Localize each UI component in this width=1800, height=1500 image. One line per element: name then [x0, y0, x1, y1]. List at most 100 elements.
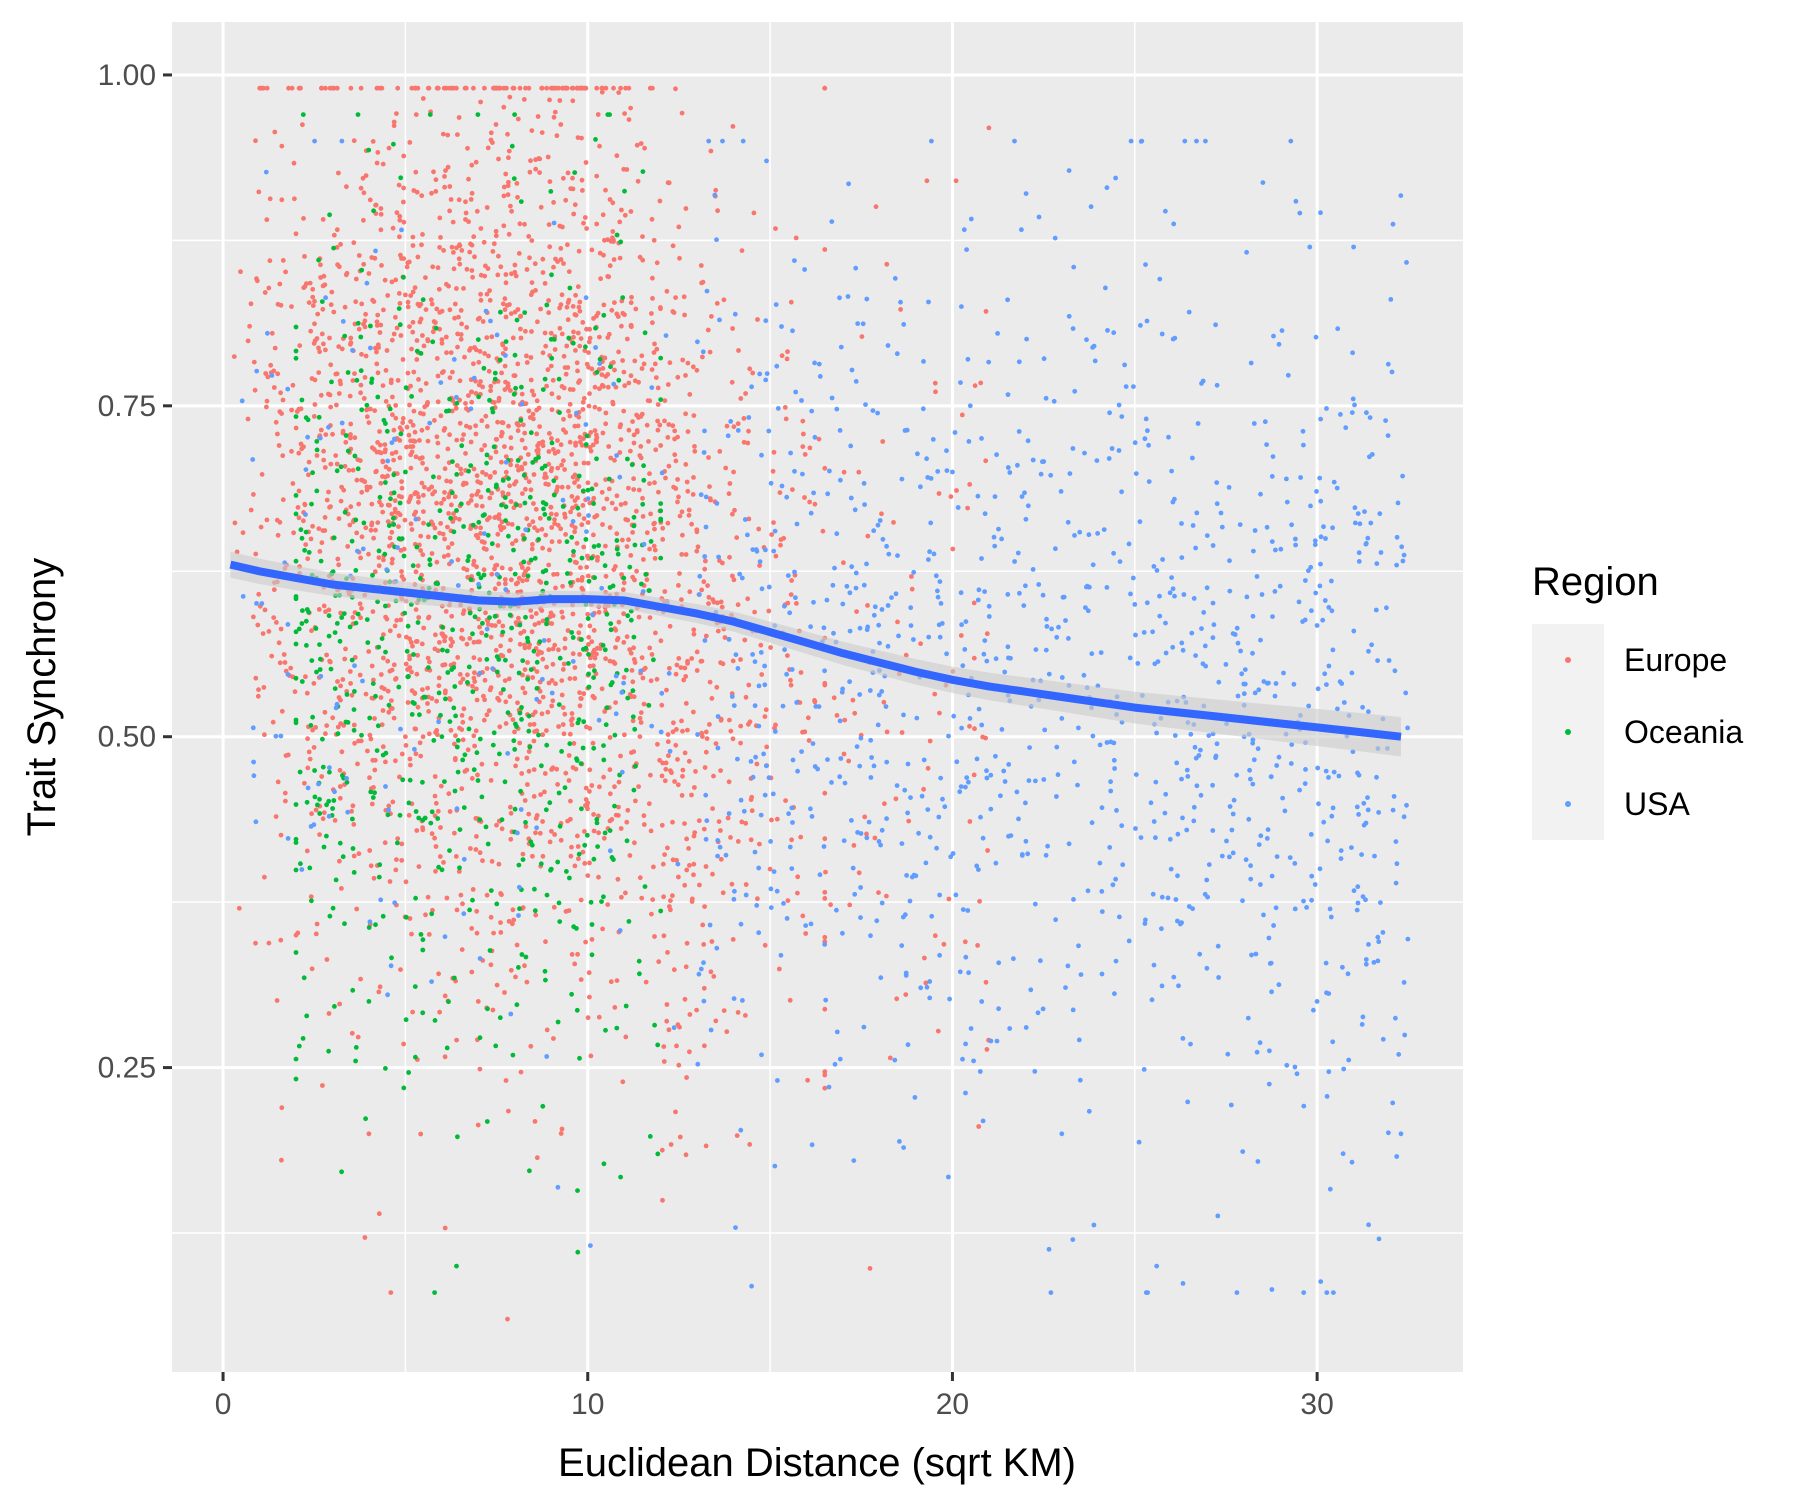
europe-point — [984, 631, 990, 637]
europe-point — [971, 772, 977, 778]
europe-point — [320, 217, 326, 222]
europe-point — [507, 302, 512, 307]
europe-point — [466, 219, 471, 225]
oceania-point — [595, 844, 600, 849]
usa-point — [701, 450, 707, 455]
usa-point — [924, 984, 930, 990]
europe-point — [685, 429, 691, 434]
usa-point — [1059, 675, 1065, 680]
europe-point — [475, 772, 480, 778]
usa-point — [841, 838, 847, 844]
europe-point — [380, 509, 386, 515]
europe-point — [352, 435, 358, 441]
usa-point — [975, 493, 981, 499]
oceania-point — [447, 848, 452, 853]
oceania-point — [344, 692, 350, 697]
europe-point — [245, 416, 251, 422]
europe-point — [785, 898, 791, 903]
usa-point — [285, 622, 291, 627]
oceania-point — [490, 742, 496, 748]
europe-point — [480, 469, 485, 475]
oceania-point — [326, 798, 332, 804]
usa-point — [388, 963, 394, 969]
europe-point — [522, 461, 528, 466]
usa-point — [1264, 836, 1270, 841]
oceania-point — [413, 1054, 418, 1060]
usa-point — [1288, 138, 1294, 144]
usa-point — [1277, 583, 1283, 589]
usa-point — [962, 647, 968, 652]
europe-point — [565, 365, 571, 370]
europe-point — [523, 328, 528, 334]
oceania-point — [420, 1010, 426, 1016]
europe-point — [385, 293, 391, 298]
europe-point — [718, 599, 724, 605]
oceania-point — [586, 578, 592, 584]
usa-point — [1182, 138, 1188, 144]
usa-point — [1340, 964, 1345, 970]
europe-point — [455, 331, 460, 337]
europe-point — [452, 757, 458, 763]
europe-point — [305, 736, 310, 742]
europe-point — [450, 219, 456, 225]
europe-point — [527, 255, 532, 261]
europe-point — [319, 85, 324, 91]
usa-point — [1159, 331, 1165, 337]
europe-point — [545, 154, 551, 160]
europe-point — [703, 1143, 709, 1149]
europe-point — [380, 459, 386, 465]
oceania-point — [633, 763, 638, 769]
europe-point — [650, 275, 655, 281]
oceania-point — [401, 274, 406, 280]
europe-point — [496, 516, 502, 521]
europe-point — [256, 189, 262, 195]
usa-point — [1354, 804, 1360, 810]
usa-point — [1338, 412, 1343, 417]
usa-point — [399, 227, 404, 233]
europe-point — [856, 469, 862, 475]
oceania-point — [560, 504, 566, 509]
usa-point — [596, 717, 602, 723]
oceania-point — [658, 508, 664, 514]
usa-point — [1367, 415, 1373, 420]
europe-point — [278, 832, 284, 838]
europe-point — [584, 226, 589, 231]
oceania-point — [320, 764, 326, 770]
major-gridlines — [172, 22, 1463, 1372]
oceania-point — [523, 820, 528, 825]
usa-point — [991, 534, 997, 540]
europe-point — [459, 635, 464, 641]
europe-point — [455, 655, 461, 660]
oceania-point — [327, 769, 332, 775]
europe-point — [283, 798, 288, 804]
usa-point — [885, 643, 891, 649]
europe-point — [554, 766, 560, 772]
oceania-point — [592, 575, 597, 581]
oceania-point — [427, 557, 433, 563]
oceania-point — [446, 999, 451, 1005]
europe-point — [647, 546, 652, 552]
usa-point — [303, 467, 309, 472]
usa-point — [451, 357, 457, 362]
usa-point — [708, 1027, 714, 1033]
europe-point — [518, 335, 524, 341]
europe-point — [452, 315, 457, 321]
europe-point — [488, 455, 493, 461]
usa-point — [1021, 603, 1027, 608]
europe-point — [306, 300, 312, 305]
europe-point — [721, 297, 727, 303]
europe-point — [570, 98, 576, 104]
europe-point — [240, 530, 246, 536]
europe-point — [673, 486, 679, 491]
europe-point — [455, 132, 460, 138]
oceania-point — [591, 856, 597, 862]
europe-point — [434, 559, 440, 565]
oceania-point — [556, 900, 562, 906]
europe-point — [565, 818, 570, 824]
europe-point — [636, 784, 641, 789]
oceania-point — [467, 610, 473, 616]
usa-point — [1058, 489, 1064, 494]
europe-point — [621, 640, 627, 645]
usa-point — [959, 304, 964, 309]
usa-point — [743, 892, 749, 898]
